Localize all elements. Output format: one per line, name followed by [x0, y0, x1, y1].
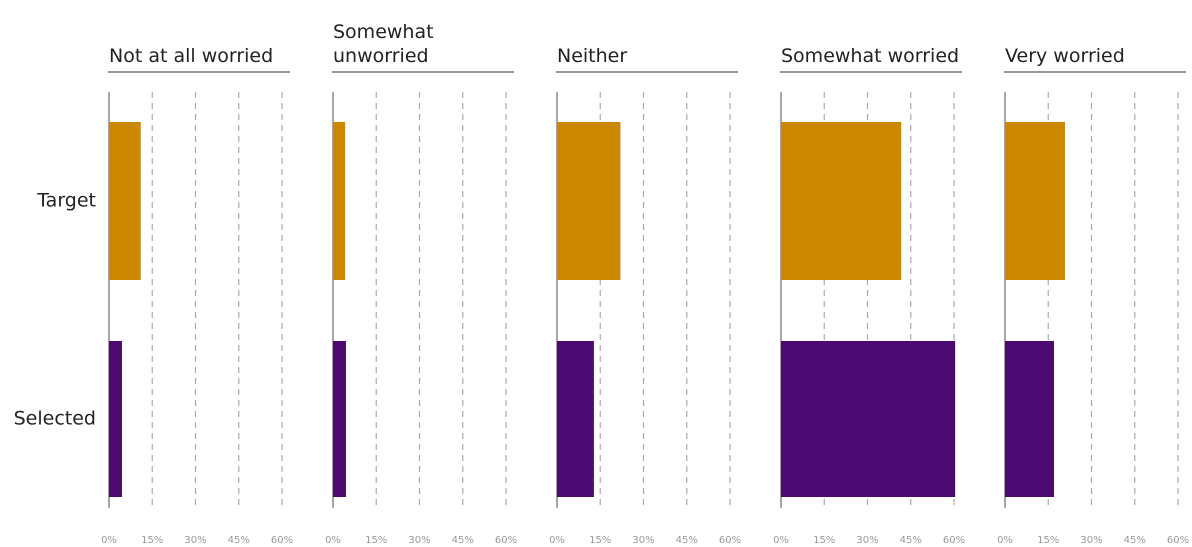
bar	[557, 341, 594, 497]
x-tick-label: 60%	[495, 535, 517, 546]
bar	[333, 341, 346, 497]
x-tick-label: 45%	[228, 535, 250, 546]
x-tick-label: 60%	[271, 535, 293, 546]
panel-title: Neither	[557, 45, 628, 67]
x-tick-label: 30%	[1080, 535, 1102, 546]
x-tick-label: 15%	[365, 535, 387, 546]
x-tick-label: 60%	[943, 535, 965, 546]
bar	[333, 122, 346, 280]
bar	[781, 341, 956, 497]
x-tick-label: 0%	[325, 535, 341, 546]
x-tick-label: 30%	[856, 535, 878, 546]
x-tick-label: 15%	[589, 535, 611, 546]
category-label: Selected	[14, 408, 96, 430]
bar	[1005, 122, 1065, 280]
x-tick-label: 30%	[184, 535, 206, 546]
x-tick-label: 45%	[452, 535, 474, 546]
x-tick-label: 0%	[773, 535, 789, 546]
x-tick-label: 0%	[101, 535, 117, 546]
bar	[781, 122, 902, 280]
panel-title: Not at all worried	[109, 45, 274, 67]
bar	[557, 122, 621, 280]
x-tick-label: 30%	[632, 535, 654, 546]
x-tick-label: 30%	[408, 535, 430, 546]
x-tick-label: 45%	[676, 535, 698, 546]
x-tick-label: 15%	[141, 535, 163, 546]
bar	[109, 341, 122, 497]
x-tick-label: 45%	[1124, 535, 1146, 546]
x-tick-label: 60%	[1167, 535, 1189, 546]
x-tick-label: 45%	[900, 535, 922, 546]
bar	[1005, 341, 1055, 497]
x-tick-label: 60%	[719, 535, 741, 546]
panel-title: Somewhat unworried	[333, 21, 434, 67]
category-label: Target	[36, 190, 96, 212]
x-tick-label: 15%	[813, 535, 835, 546]
panel-title: Very worried	[1005, 45, 1125, 67]
x-tick-label: 0%	[549, 535, 565, 546]
bar	[109, 122, 141, 280]
x-tick-label: 0%	[997, 535, 1013, 546]
x-tick-label: 15%	[1037, 535, 1059, 546]
panel-title: Somewhat worried	[781, 45, 960, 67]
